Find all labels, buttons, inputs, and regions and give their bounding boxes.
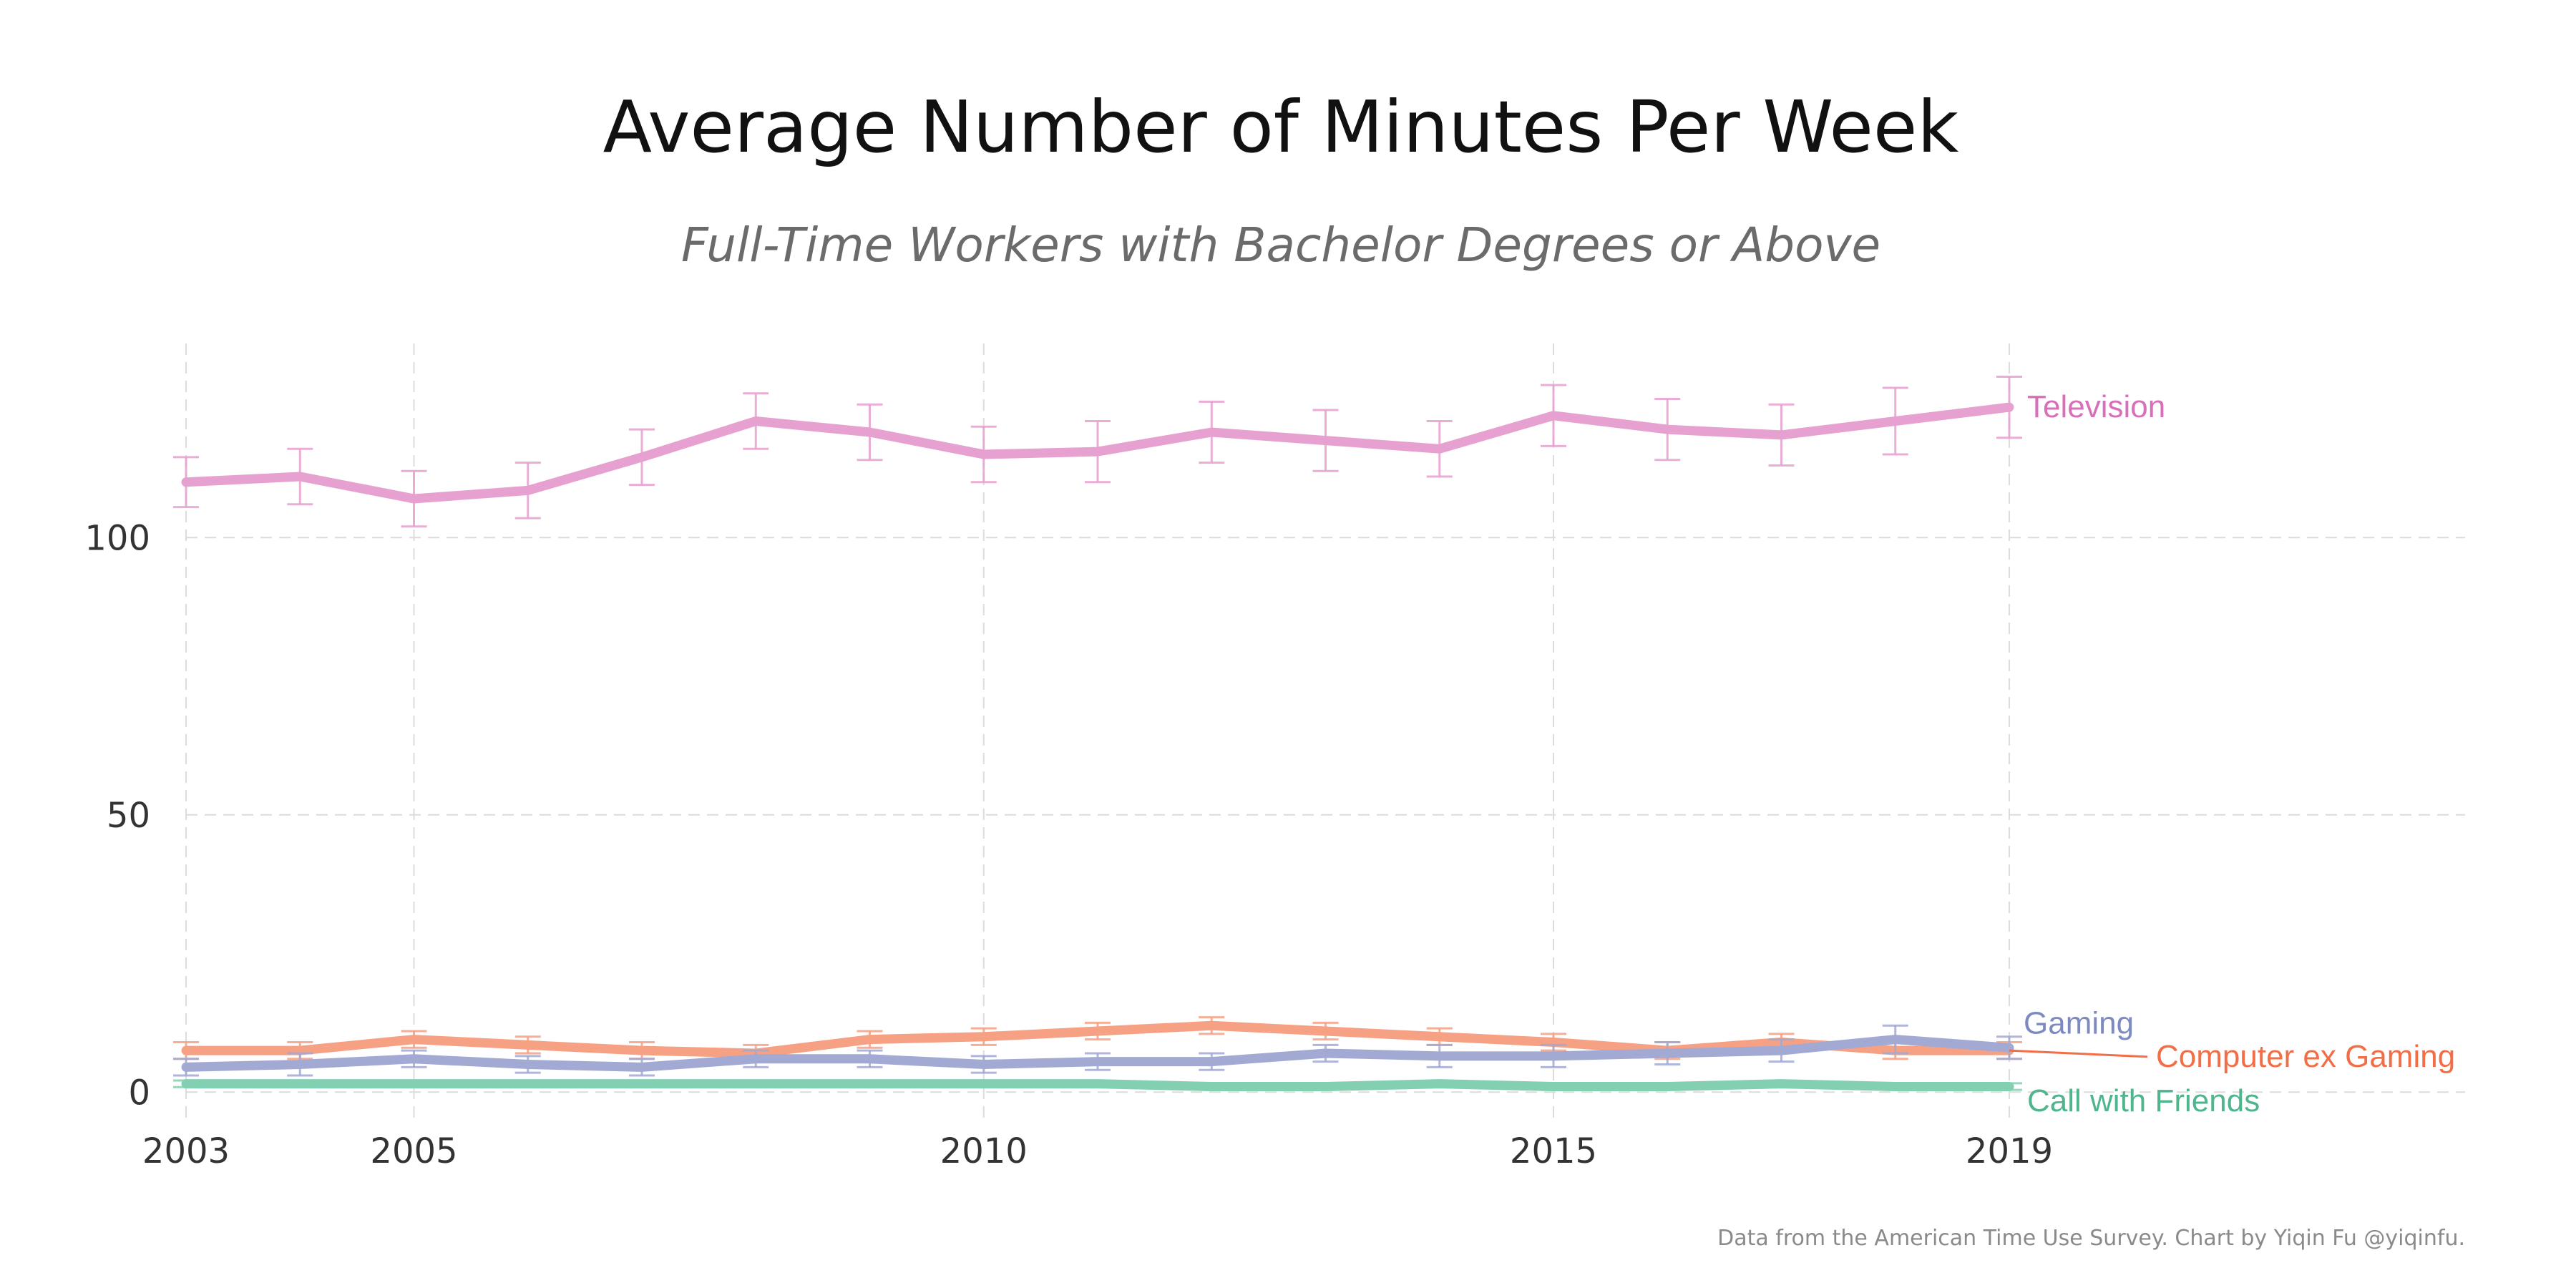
data-point-gaming: [1777, 1046, 1786, 1055]
data-point-television: [409, 494, 419, 503]
data-point-call-with-friends: [1321, 1082, 1330, 1091]
x-tick-label-2003: 2003: [142, 1131, 230, 1171]
leader-line-computer-ex-gaming: [2009, 1049, 2148, 1058]
data-point-television: [1549, 411, 1558, 420]
chart-caption: Data from the American Time Use Survey. …: [1717, 1226, 2465, 1251]
data-point-call-with-friends: [1435, 1079, 1444, 1088]
data-point-gaming: [1207, 1057, 1216, 1066]
data-point-television: [1321, 436, 1330, 445]
series-television: [173, 376, 2022, 528]
data-point-gaming: [1321, 1049, 1330, 1058]
y-tick-label-100: 100: [84, 518, 150, 558]
data-point-television: [1093, 447, 1102, 457]
data-point-gaming: [751, 1054, 761, 1063]
data-point-call-with-friends: [1207, 1082, 1216, 1091]
data-point-television: [1435, 444, 1444, 454]
data-point-call-with-friends: [1549, 1082, 1558, 1091]
data-point-gaming: [865, 1054, 874, 1063]
y-tick-label-50: 50: [107, 796, 150, 836]
series-label-computer-ex-gaming: Computer ex Gaming: [2156, 1039, 2455, 1074]
data-point-computer-ex-gaming: [1207, 1021, 1216, 1030]
data-point-gaming: [979, 1060, 988, 1069]
data-point-television: [523, 486, 532, 495]
series-label-gaming: Gaming: [2024, 1005, 2134, 1040]
data-point-gaming: [409, 1054, 419, 1063]
data-point-television: [1890, 416, 1900, 426]
data-point-gaming: [1663, 1049, 1672, 1058]
data-point-television: [1663, 425, 1672, 434]
y-tick-label-0: 0: [128, 1073, 150, 1113]
series-label-television: Television: [2027, 389, 2165, 424]
data-point-television: [865, 428, 874, 436]
data-point-call-with-friends: [979, 1079, 988, 1088]
data-point-television: [1207, 428, 1216, 436]
data-point-call-with-friends: [2005, 1082, 2014, 1091]
data-point-gaming: [1435, 1051, 1444, 1060]
x-tick-label-2015: 2015: [1510, 1131, 1597, 1171]
data-point-television: [296, 472, 305, 481]
data-point-gaming: [296, 1060, 305, 1069]
x-tick-label-2019: 2019: [1966, 1131, 2053, 1171]
data-point-gaming: [182, 1063, 190, 1072]
data-point-call-with-friends: [638, 1079, 646, 1088]
data-point-television: [638, 452, 646, 462]
data-point-gaming: [1890, 1035, 1900, 1044]
data-point-call-with-friends: [1663, 1082, 1672, 1091]
data-point-computer-ex-gaming: [409, 1035, 419, 1044]
data-point-call-with-friends: [296, 1079, 305, 1088]
data-point-television: [751, 416, 761, 426]
axis-ticks: 2003 2005 2010 2015 2019 0 50 100: [84, 518, 2053, 1171]
data-point-gaming: [1549, 1051, 1558, 1060]
data-point-computer-ex-gaming: [182, 1046, 190, 1055]
data-point-computer-ex-gaming: [865, 1035, 874, 1044]
data-point-call-with-friends: [865, 1079, 874, 1088]
data-point-call-with-friends: [523, 1079, 532, 1088]
data-point-computer-ex-gaming: [1093, 1027, 1102, 1035]
chart-subtitle: Full-Time Workers with Bachelor Degrees …: [681, 218, 1880, 273]
data-point-computer-ex-gaming: [638, 1046, 646, 1055]
data-point-computer-ex-gaming: [523, 1040, 532, 1050]
data-point-television: [1777, 430, 1786, 439]
data-point-gaming: [523, 1060, 532, 1069]
series-gaming: [173, 1024, 2022, 1077]
chart-title: Average Number of Minutes Per Week: [603, 85, 1959, 169]
data-point-gaming: [638, 1063, 646, 1072]
data-point-computer-ex-gaming: [979, 1032, 988, 1041]
data-point-call-with-friends: [1890, 1082, 1900, 1091]
series-call-with-friends: [173, 1079, 2022, 1091]
data-point-call-with-friends: [182, 1079, 190, 1088]
data-point-call-with-friends: [751, 1079, 761, 1088]
series-label-call-with-friends: Call with Friends: [2027, 1083, 2260, 1118]
data-point-call-with-friends: [1093, 1079, 1102, 1088]
series-layer: [173, 376, 2022, 1091]
data-point-computer-ex-gaming: [1321, 1027, 1330, 1035]
data-point-television: [182, 477, 190, 487]
data-point-gaming: [1093, 1057, 1102, 1066]
data-point-computer-ex-gaming: [1435, 1032, 1444, 1041]
data-point-call-with-friends: [409, 1079, 419, 1088]
data-point-call-with-friends: [1777, 1079, 1786, 1088]
data-point-television: [979, 450, 988, 459]
x-tick-label-2005: 2005: [370, 1131, 457, 1171]
series-labels: Television Computer ex Gaming Gaming Call w…: [2009, 389, 2455, 1118]
x-tick-label-2010: 2010: [940, 1131, 1028, 1171]
gridlines: [185, 343, 2465, 1120]
data-point-television: [2005, 403, 2014, 412]
